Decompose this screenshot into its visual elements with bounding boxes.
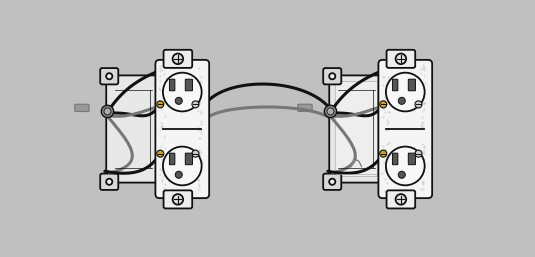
Circle shape [173, 53, 183, 64]
Circle shape [163, 146, 202, 185]
Circle shape [415, 150, 422, 157]
FancyBboxPatch shape [323, 68, 341, 84]
Circle shape [380, 150, 387, 157]
Circle shape [386, 146, 425, 185]
Circle shape [175, 171, 182, 178]
FancyBboxPatch shape [408, 79, 416, 91]
FancyBboxPatch shape [335, 81, 378, 177]
FancyBboxPatch shape [408, 153, 416, 165]
Circle shape [395, 194, 406, 205]
FancyBboxPatch shape [323, 173, 341, 190]
FancyBboxPatch shape [170, 153, 175, 165]
FancyBboxPatch shape [155, 60, 209, 198]
FancyBboxPatch shape [298, 104, 312, 112]
Circle shape [386, 73, 425, 111]
Circle shape [101, 105, 113, 117]
Circle shape [175, 97, 182, 104]
Circle shape [173, 194, 183, 205]
FancyBboxPatch shape [185, 79, 193, 91]
FancyBboxPatch shape [185, 153, 193, 165]
FancyBboxPatch shape [164, 50, 192, 68]
FancyBboxPatch shape [387, 190, 415, 208]
FancyBboxPatch shape [100, 68, 118, 84]
Circle shape [106, 73, 112, 79]
Circle shape [324, 105, 337, 117]
Circle shape [327, 108, 334, 115]
Circle shape [395, 53, 406, 64]
FancyBboxPatch shape [329, 75, 384, 183]
Circle shape [192, 150, 199, 157]
FancyBboxPatch shape [106, 75, 160, 183]
FancyBboxPatch shape [164, 190, 192, 208]
Circle shape [398, 171, 406, 178]
Circle shape [157, 150, 164, 157]
Circle shape [106, 179, 112, 185]
Circle shape [415, 101, 422, 108]
Circle shape [329, 179, 335, 185]
Circle shape [398, 97, 406, 104]
Circle shape [104, 108, 111, 115]
FancyBboxPatch shape [378, 60, 432, 198]
Circle shape [157, 101, 164, 108]
FancyBboxPatch shape [393, 153, 398, 165]
FancyBboxPatch shape [75, 104, 89, 112]
FancyBboxPatch shape [387, 50, 415, 68]
FancyBboxPatch shape [393, 79, 398, 91]
Circle shape [380, 101, 387, 108]
FancyBboxPatch shape [100, 173, 118, 190]
Circle shape [192, 101, 199, 108]
FancyBboxPatch shape [170, 79, 175, 91]
Circle shape [329, 73, 335, 79]
Circle shape [163, 73, 202, 111]
